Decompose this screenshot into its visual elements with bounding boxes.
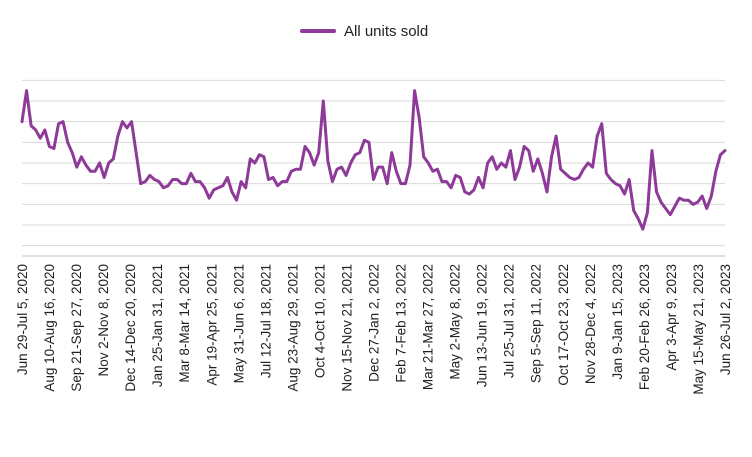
x-tick-label: Jan 25-Jan 31, 2021	[150, 264, 165, 387]
x-tick-label: May 2-May 8, 2022	[448, 264, 463, 380]
x-tick-label: Nov 2-Nov 8, 2020	[96, 264, 111, 377]
x-tick-label: Nov 15-Nov 21, 2021	[339, 264, 354, 392]
x-tick-label: Aug 10-Aug 16, 2020	[42, 264, 57, 392]
x-tick-label: Dec 27-Jan 2, 2022	[367, 264, 382, 382]
x-tick-label: Jan 9-Jan 15, 2023	[610, 264, 625, 380]
x-tick-label: Oct 17-Oct 23, 2022	[556, 264, 571, 386]
x-tick-label: Jun 13-Jun 19, 2022	[475, 264, 490, 387]
x-tick-label: Apr 3-Apr 9, 2023	[664, 264, 679, 371]
legend-swatch	[300, 29, 336, 33]
x-tick-label: May 15-May 21, 2023	[691, 264, 706, 395]
x-tick-label: Sep 21-Sep 27, 2020	[69, 264, 84, 392]
x-tick-label: Jun 26-Jul 2, 2023	[718, 264, 733, 375]
x-tick-label: Feb 20-Feb 26, 2023	[637, 264, 652, 390]
legend: All units sold	[300, 20, 428, 42]
x-tick-label: Jul 25-Jul 31, 2022	[502, 264, 517, 378]
legend-label: All units sold	[344, 22, 429, 40]
x-tick-label: Nov 28-Dec 4, 2022	[583, 264, 598, 384]
x-tick-label: Sep 5-Sep 11, 2022	[529, 264, 544, 383]
x-tick-label: Apr 19-Apr 25, 2021	[204, 264, 219, 386]
x-tick-label: Feb 7-Feb 13, 2022	[394, 264, 409, 383]
x-tick-label: Aug 23-Aug 29, 2021	[285, 264, 300, 392]
x-tick-label: Mar 8-Mar 14, 2021	[177, 264, 192, 383]
x-tick-label: Mar 21-Mar 27, 2022	[421, 264, 436, 390]
series-line-all-units-sold	[20, 89, 727, 231]
x-tick-label: Dec 14-Dec 20, 2020	[123, 264, 138, 392]
x-tick-label: Jun 29-Jul 5, 2020	[15, 264, 30, 375]
x-tick-label: Oct 4-Oct 10, 2021	[312, 264, 327, 378]
x-tick-label: May 31-Jun 6, 2021	[231, 264, 246, 383]
x-tick-label: Jul 12-Jul 18, 2021	[258, 264, 273, 378]
